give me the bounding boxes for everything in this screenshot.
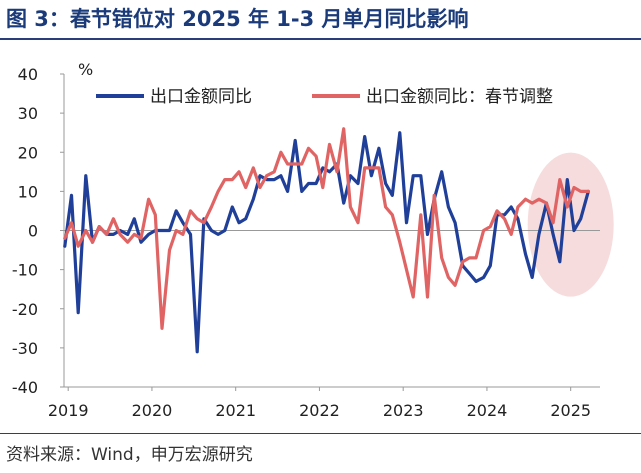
y-tick-label: 10 bbox=[18, 182, 38, 201]
line-chart: 40 30 20 10 0 -10 -20 -30 -40% 2019 2020 2021 2022 20… bbox=[12, 60, 614, 420]
source-note: 资料来源：Wind，申万宏源研究 bbox=[6, 445, 253, 465]
legend-label-1: 出口金额同比 bbox=[150, 87, 252, 107]
y-unit-label: % bbox=[78, 60, 93, 79]
y-tick-label: -30 bbox=[12, 339, 38, 358]
x-tick-label: 2019 bbox=[48, 401, 89, 420]
footer-divider bbox=[0, 433, 641, 434]
y-tick-label: -20 bbox=[12, 300, 38, 319]
x-tick-label: 2023 bbox=[383, 401, 424, 420]
y-tick-label: 0 bbox=[28, 222, 38, 241]
chart-title: 图 3：春节错位对 2025 年 1-3 月单月同比影响 bbox=[6, 7, 469, 31]
y-tick-label: 30 bbox=[18, 104, 38, 123]
y-tick-label: -10 bbox=[12, 261, 38, 280]
x-tick-label: 2024 bbox=[467, 401, 508, 420]
legend-label-2: 出口金额同比：春节调整 bbox=[366, 87, 553, 107]
x-tick-label: 2020 bbox=[132, 401, 173, 420]
x-tick-label: 2021 bbox=[215, 401, 256, 420]
title-divider bbox=[0, 38, 641, 40]
highlight-ellipse bbox=[527, 152, 614, 297]
y-tick-label: -40 bbox=[12, 378, 38, 397]
x-tick-label: 2022 bbox=[299, 401, 340, 420]
y-tick-label: 20 bbox=[18, 143, 38, 162]
x-tick-label: 2025 bbox=[550, 401, 591, 420]
y-tick-label: 40 bbox=[18, 65, 38, 84]
series-line-2 bbox=[63, 127, 590, 330]
